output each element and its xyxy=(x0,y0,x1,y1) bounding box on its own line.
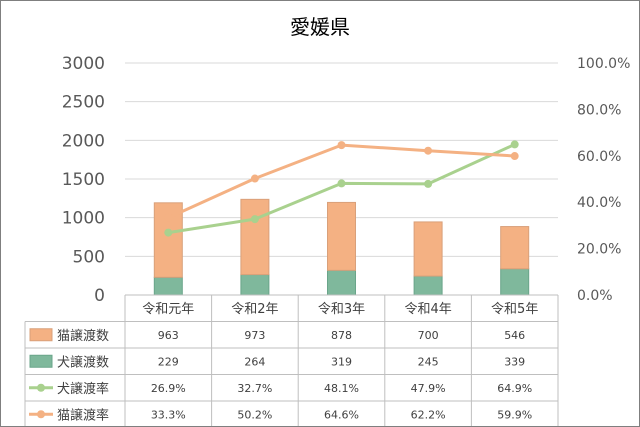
data-label: 64.9% xyxy=(497,382,532,395)
x-axis-category-label: 令和5年 xyxy=(491,302,538,317)
y2-axis-tick-label: 20.0% xyxy=(577,242,621,258)
data-label: 62.2% xyxy=(411,408,446,421)
bar-dog-4 xyxy=(413,275,443,296)
data-label: 48.1% xyxy=(324,382,359,395)
point-cat-rate-1 xyxy=(164,213,173,222)
bar-cat-2 xyxy=(240,198,270,276)
x-axis-category-label: 令和4年 xyxy=(404,302,451,317)
data-label: 26.9% xyxy=(151,382,186,395)
data-label: 339 xyxy=(504,355,525,368)
data-label: 33.3% xyxy=(151,408,186,421)
chart-title: 愛媛県 xyxy=(290,15,350,39)
y-axis-tick-label: 500 xyxy=(73,247,105,267)
y-axis-tick-label: 1500 xyxy=(62,170,105,190)
data-label: 229 xyxy=(158,355,179,368)
bar-dog-5 xyxy=(500,268,530,296)
legend-label: 猫譲渡率 xyxy=(57,407,109,423)
bar-cat-3 xyxy=(327,201,356,271)
data-label: 973 xyxy=(244,329,265,342)
y2-axis-tick-label: 100.0% xyxy=(577,56,630,72)
data-label: 878 xyxy=(331,329,352,342)
legend-label: 猫譲渡数 xyxy=(57,328,109,344)
point-cat-rate-3 xyxy=(337,141,346,150)
y-axis-tick-label: 3000 xyxy=(62,54,105,74)
legend-key-marker-3 xyxy=(37,383,45,392)
legend-key-marker-4 xyxy=(37,410,45,419)
y-axis-tick-label: 2500 xyxy=(62,93,105,113)
y2-axis-tick-label: 60.0% xyxy=(577,149,621,165)
data-label: 64.6% xyxy=(324,408,359,421)
bar-cat-4 xyxy=(413,221,443,277)
x-axis-category-label: 令和2年 xyxy=(231,302,278,317)
y2-axis-tick-label: 40.0% xyxy=(577,195,621,211)
data-label: 700 xyxy=(418,329,439,342)
bar-dog-3 xyxy=(327,269,356,296)
data-label: 963 xyxy=(158,329,179,342)
data-label: 32.7% xyxy=(237,382,272,395)
point-dog-rate-4 xyxy=(424,179,433,188)
point-dog-rate-2 xyxy=(250,215,259,224)
point-cat-rate-5 xyxy=(510,152,519,161)
point-cat-rate-2 xyxy=(250,174,259,183)
data-label: 546 xyxy=(504,329,525,342)
y-axis-tick-label: 2000 xyxy=(62,131,105,151)
legend-label: 犬譲渡率 xyxy=(57,381,109,397)
bar-dog-2 xyxy=(240,274,270,296)
x-axis-category-label: 令和3年 xyxy=(318,302,365,317)
data-label: 59.9% xyxy=(497,408,532,421)
bar-dog-1 xyxy=(153,276,183,296)
legend-key-1 xyxy=(29,328,53,342)
legend-key-2 xyxy=(29,354,53,368)
data-label: 50.2% xyxy=(237,408,272,421)
legend-label: 犬譲渡数 xyxy=(57,354,109,370)
data-label: 245 xyxy=(418,355,439,368)
data-label: 319 xyxy=(331,355,352,368)
y-axis-tick-label: 0 xyxy=(94,286,105,306)
data-label: 264 xyxy=(244,355,265,368)
point-cat-rate-4 xyxy=(424,146,433,155)
x-axis-category-label: 令和元年 xyxy=(142,302,194,317)
y2-axis-tick-label: 80.0% xyxy=(577,102,621,118)
bar-cat-5 xyxy=(500,226,530,270)
point-dog-rate-1 xyxy=(164,228,173,237)
y-axis-tick-label: 1000 xyxy=(62,209,105,229)
y2-axis-tick-label: 0.0% xyxy=(577,288,613,304)
point-dog-rate-3 xyxy=(337,179,346,188)
data-label: 47.9% xyxy=(411,382,446,395)
point-dog-rate-5 xyxy=(510,140,519,149)
